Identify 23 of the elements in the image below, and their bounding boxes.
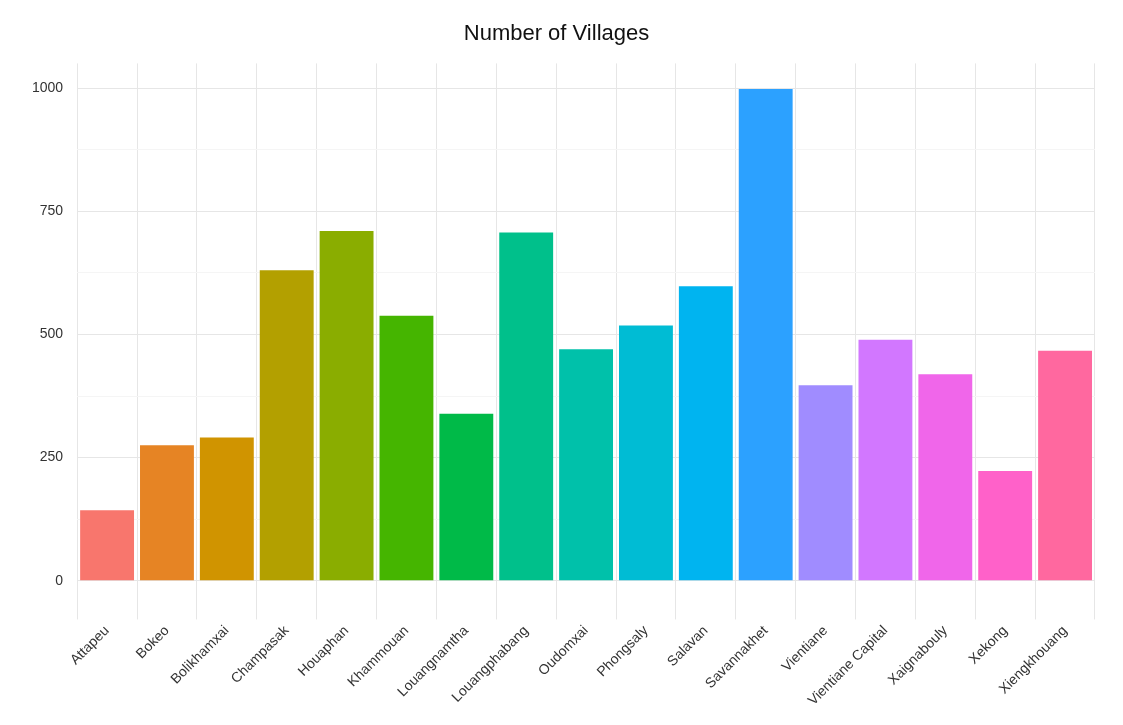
y-tick-label: 500 bbox=[39, 325, 64, 342]
y-tick-label: 1000 bbox=[31, 78, 64, 95]
bar bbox=[798, 385, 853, 581]
bar bbox=[978, 470, 1033, 581]
y-tick-label: 0 bbox=[55, 571, 64, 588]
bar bbox=[199, 437, 254, 581]
bar bbox=[379, 315, 434, 581]
bar bbox=[319, 230, 374, 581]
bar bbox=[738, 89, 793, 581]
bar bbox=[1038, 350, 1093, 581]
bar bbox=[619, 325, 673, 581]
bar bbox=[439, 413, 494, 581]
chart-title: Number of Villages bbox=[463, 20, 650, 46]
bar bbox=[918, 374, 973, 581]
bar bbox=[140, 445, 194, 581]
bar bbox=[678, 286, 733, 581]
bar bbox=[259, 270, 314, 581]
bar bbox=[499, 232, 554, 581]
bar bbox=[858, 339, 913, 581]
y-tick-label: 750 bbox=[39, 202, 64, 219]
y-tick-label: 250 bbox=[39, 448, 64, 465]
bar bbox=[559, 349, 614, 581]
bar bbox=[80, 510, 135, 581]
